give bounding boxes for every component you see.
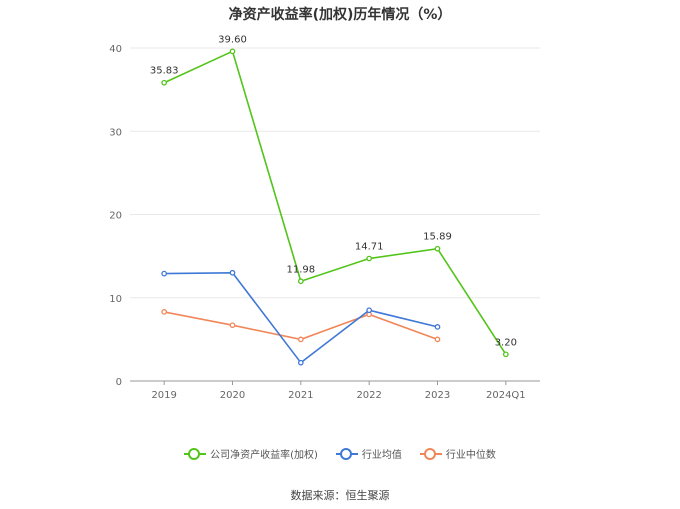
data-label: 35.83 — [150, 66, 179, 77]
data-point — [161, 270, 168, 277]
data-label: 3.20 — [495, 337, 517, 348]
data-point — [161, 309, 168, 315]
y-tick-label: 0 — [116, 377, 122, 388]
data-point — [434, 336, 441, 343]
data-point — [297, 336, 304, 343]
data-label: 15.89 — [423, 232, 452, 243]
data-point — [229, 322, 236, 329]
legend-swatch-icon — [184, 447, 207, 460]
x-tick-label: 2023 — [425, 390, 450, 401]
data-label: 39.60 — [218, 34, 247, 45]
legend-item[interactable]: 行业中位数 — [419, 446, 496, 461]
data-label: 14.71 — [355, 242, 384, 253]
x-tick-label: 2019 — [151, 390, 176, 401]
x-tick-label: 2022 — [356, 390, 381, 401]
source-note: 数据来源：恒生聚源 — [290, 489, 390, 502]
x-tick-label: 2021 — [288, 390, 313, 401]
y-tick-label: 40 — [109, 44, 122, 55]
legend-swatch-icon — [335, 447, 358, 460]
x-tick-label: 2024Q1 — [486, 390, 526, 401]
legend-label: 公司净资产收益率(加权) — [210, 450, 318, 461]
data-point — [297, 278, 304, 285]
data-point — [366, 255, 373, 262]
series-line — [164, 311, 438, 341]
data-point — [366, 307, 373, 314]
data-point — [297, 359, 304, 366]
data-point — [434, 245, 441, 252]
data-point — [229, 48, 236, 55]
legend-label: 行业中位数 — [445, 450, 496, 461]
y-tick-label: 30 — [109, 127, 122, 138]
chart-title: 净资产收益率(加权)历年情况（%） — [228, 7, 452, 23]
data-point — [434, 324, 441, 330]
legend-item[interactable]: 行业均值 — [335, 446, 402, 461]
y-tick-label: 10 — [109, 294, 122, 305]
data-point — [161, 79, 168, 86]
data-point — [229, 269, 236, 276]
data-point — [502, 351, 509, 358]
series-line — [164, 271, 438, 364]
x-tick-label: 2020 — [220, 390, 245, 401]
legend: 公司净资产收益率(加权) 行业均值 行业中位数 — [0, 446, 680, 461]
legend-swatch-icon — [419, 447, 442, 460]
legend-label: 行业均值 — [361, 450, 402, 461]
legend-item[interactable]: 公司净资产收益率(加权) — [184, 446, 318, 461]
data-label: 11.98 — [287, 264, 316, 275]
series-line — [163, 50, 507, 355]
y-tick-label: 20 — [109, 211, 122, 222]
